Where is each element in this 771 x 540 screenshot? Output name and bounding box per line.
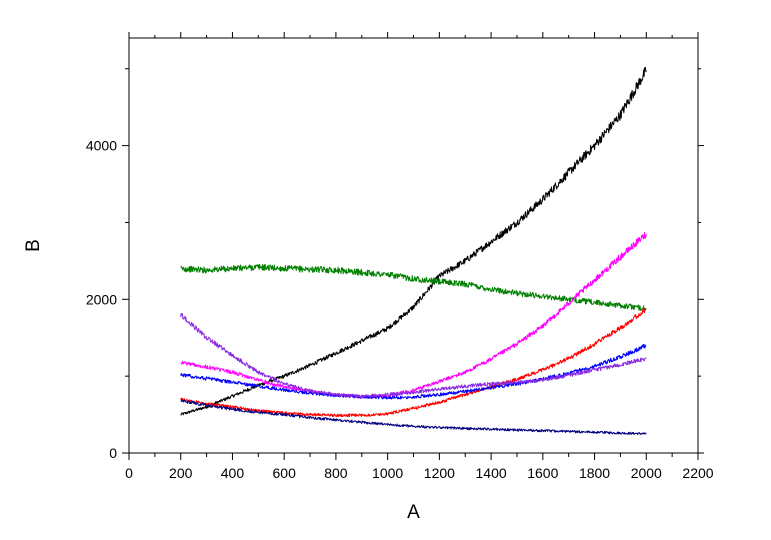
y-tick-label: 0	[109, 445, 117, 461]
y-axis: 0 2000 4000	[86, 68, 704, 461]
x-tick-label: 800	[324, 465, 348, 481]
x-tick-label: 2000	[631, 465, 662, 481]
x-tick-label: 1600	[527, 465, 558, 481]
x-tick-label: 200	[169, 465, 193, 481]
series-line-1	[180, 66, 647, 416]
series-line-7	[180, 398, 647, 436]
x-axis-title: A	[407, 502, 420, 523]
x-tick-label: 600	[273, 465, 297, 481]
x-tick-label: 2200	[682, 465, 713, 481]
x-tick-label: 1400	[476, 465, 507, 481]
x-axis: 0 200 400 600 800 1000 1200 1400 1600 1800 2000 220…	[125, 32, 714, 481]
y-tick-label: 2000	[86, 291, 117, 307]
x-tick-label: 1000	[372, 465, 403, 481]
x-tick-label: 400	[221, 465, 245, 481]
y-axis-title: B	[23, 239, 44, 252]
series-line-2	[180, 263, 647, 311]
series-line-5	[180, 343, 647, 400]
x-tick-label: 0	[125, 465, 133, 481]
y-tick-label: 4000	[86, 138, 117, 154]
x-tick-label: 1800	[579, 465, 610, 481]
series-line-6	[180, 312, 647, 399]
series-layer	[180, 66, 647, 436]
x-tick-label: 1200	[424, 465, 455, 481]
series-line-4	[180, 308, 647, 418]
